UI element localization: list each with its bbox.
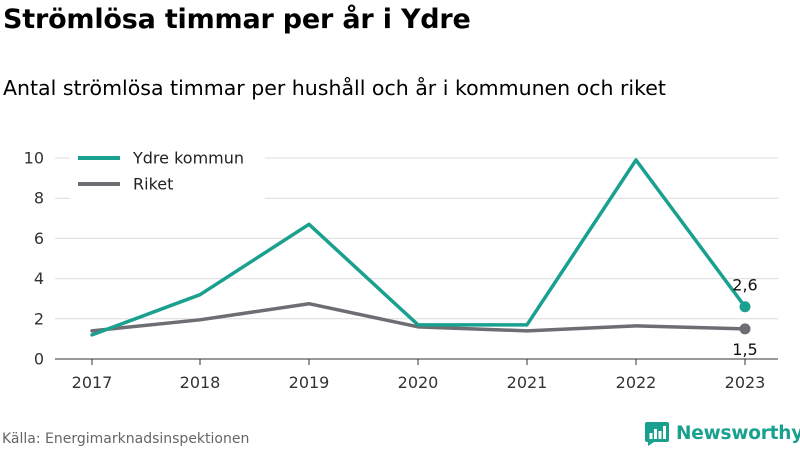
chart-subtitle: Antal strömlösa timmar per hushåll och å… — [3, 76, 666, 100]
series-line — [90, 158, 747, 337]
y-tick-label: 0 — [34, 350, 44, 369]
y-tick-label: 8 — [34, 189, 44, 208]
y-tick-label: 6 — [34, 229, 44, 248]
line-chart: 0 2 4 6 8 10 2017 2018 2019 2020 2021 2022 2023 Ydr… — [23, 143, 778, 392]
end-point — [739, 323, 751, 335]
source-note: Källa: Energimarknadsinspektionen — [2, 431, 250, 447]
y-tick-label: 4 — [34, 269, 44, 288]
y-tick-label: 10 — [24, 149, 44, 168]
x-tick-label: 2023 — [725, 373, 766, 392]
x-tick-label: 2022 — [616, 373, 657, 392]
newsworthy-logo-icon — [645, 422, 669, 446]
data-label: 2,6 — [732, 276, 757, 295]
end-point — [739, 301, 751, 313]
x-tick-label: 2019 — [289, 373, 330, 392]
data-label: 1,5 — [732, 340, 757, 359]
series-line — [90, 301, 747, 333]
y-tick-label: 2 — [34, 309, 44, 328]
x-tick-label: 2018 — [180, 373, 221, 392]
chart-title: Strömlösa timmar per år i Ydre — [3, 4, 471, 35]
x-tick-label: 2021 — [507, 373, 548, 392]
legend-background — [70, 143, 265, 199]
x-tick-label: 2020 — [398, 373, 439, 392]
brand-logo: Newsworthy — [644, 420, 800, 446]
x-tick-label: 2017 — [72, 373, 113, 392]
brand-name: Newsworthy — [676, 422, 800, 444]
legend-label: Ydre kommun — [132, 149, 244, 168]
legend-label: Riket — [133, 175, 173, 194]
